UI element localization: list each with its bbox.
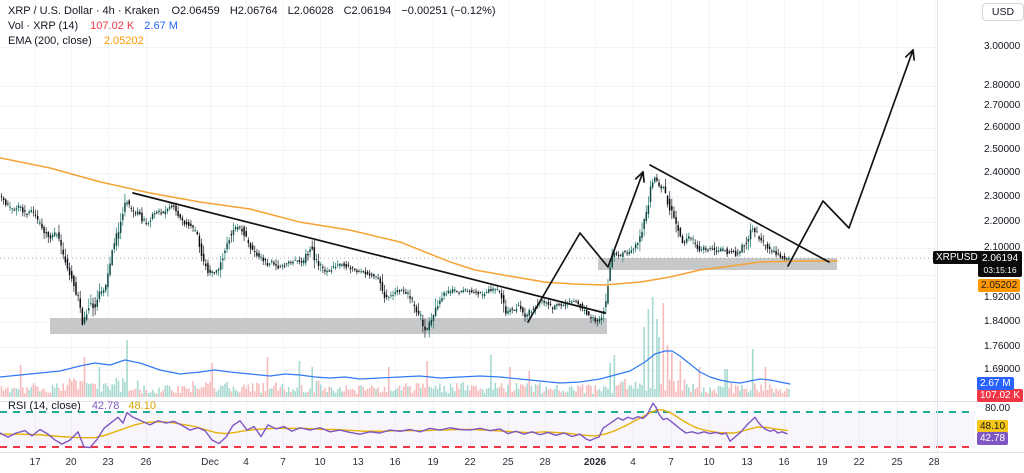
time-axis-label: 2026 [583, 457, 607, 468]
time-axis-label: 19 [816, 457, 828, 468]
volume-value: 107.02 K [90, 20, 135, 32]
time-axis-label: 7 [280, 457, 286, 468]
rsi-legend-row[interactable]: RSI (14, close) 42.78 48.10 [8, 399, 162, 414]
time-axis-label: Dec [201, 457, 219, 468]
volume-legend-row[interactable]: Vol · XRP (14) 107.02 K 2.67 M [8, 19, 503, 34]
bar-countdown: 03:15:16 [983, 265, 1017, 275]
time-axis-label: 4 [630, 457, 636, 468]
volume-ma-tag: 2.67 M [977, 377, 1014, 390]
price-axis-label: 1.76000 [984, 341, 1021, 353]
rsi-value-tag: 42.78 [977, 432, 1009, 445]
price-axis-label: 2.70000 [984, 100, 1021, 112]
time-axis-label: 20 [65, 457, 77, 468]
time-axis-label: 4 [243, 457, 249, 468]
time-axis-label: 28 [928, 457, 940, 468]
time-axis-label: 23 [102, 457, 114, 468]
time-axis-label: 13 [741, 457, 753, 468]
volume-ma-value: 2.67 M [144, 20, 178, 32]
time-axis-label: 7 [668, 457, 674, 468]
time-axis-label: 10 [703, 457, 715, 468]
rsi-upper-band-label: 80.00 [985, 403, 1011, 414]
time-axis-label: 22 [853, 457, 865, 468]
symbol-title-row[interactable]: XRP / U.S. Dollar · 4h · Kraken O2.06459… [8, 4, 503, 19]
ohlc-high: H2.06764 [229, 5, 278, 17]
time-axis-label: 16 [389, 457, 401, 468]
last-price-tag: 2.06194 03:15:16 [978, 251, 1023, 277]
time-axis-label: 10 [314, 457, 326, 468]
volume-label: Vol · XRP (14) [8, 20, 79, 32]
currency-button[interactable]: USD [982, 3, 1024, 21]
rsi-ma-tag: 48.10 [977, 420, 1009, 433]
price-axis-label: 2.80000 [984, 79, 1021, 91]
price-axis-label: 2.20000 [984, 215, 1021, 227]
price-axis-label: 1.69000 [984, 364, 1021, 376]
rsi-label: RSI (14, close) [8, 400, 81, 412]
ema-label: EMA (200, close) [8, 35, 92, 47]
symbol-title: XRP / U.S. Dollar · 4h · Kraken [8, 5, 160, 17]
ohlc-low: L2.06028 [287, 5, 334, 17]
symbol-flag: XRPUSD [933, 251, 981, 264]
ema-value: 2.05202 [103, 35, 144, 47]
volume-value-tag: 107.02 K [977, 389, 1024, 402]
time-axis-label: 26 [140, 457, 152, 468]
ohlc-open: O2.06459 [171, 5, 220, 17]
symbol-legend: XRP / U.S. Dollar · 4h · Kraken O2.06459… [8, 4, 503, 49]
ema-legend-row[interactable]: EMA (200, close) 2.05202 [8, 34, 503, 49]
price-axis-label: 2.60000 [984, 121, 1021, 133]
time-axis-label: 17 [29, 457, 41, 468]
price-axis-label: 2.50000 [984, 143, 1021, 155]
price-change: −0.00251 (−0.12%) [401, 5, 496, 17]
time-axis-label: 19 [427, 457, 439, 468]
rsi-value: 42.78 [91, 400, 120, 412]
time-axis-label: 16 [778, 457, 790, 468]
ohlc-close: C2.06194 [343, 5, 392, 17]
time-axis-label: 25 [891, 457, 903, 468]
ema-value-tag: 2.05202 [978, 279, 1021, 292]
time-axis-label: 25 [502, 457, 514, 468]
time-axis-label: 13 [352, 457, 364, 468]
price-axis-label: 2.30000 [984, 190, 1021, 202]
price-axis-label: 2.10000 [984, 241, 1021, 253]
rsi-ma-value: 48.10 [128, 400, 156, 412]
last-price: 2.06194 [982, 253, 1019, 264]
price-axis-label: 2.40000 [984, 166, 1021, 178]
price-axis-label: 3.00000 [984, 41, 1021, 53]
price-axis-label: 1.92000 [984, 292, 1021, 304]
price-axis-label: 1.84000 [984, 316, 1021, 328]
time-axis-label: 22 [464, 457, 476, 468]
time-axis-label: 28 [539, 457, 551, 468]
